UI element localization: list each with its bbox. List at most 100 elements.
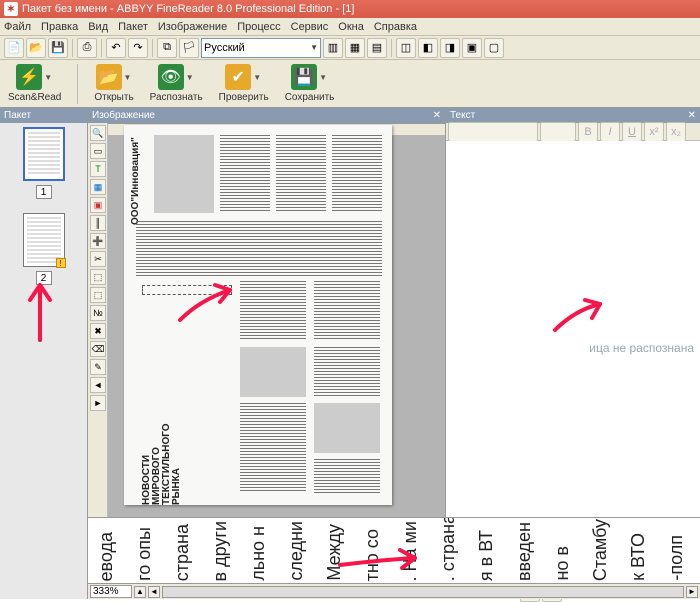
tbtn-copy[interactable]: ⧉ xyxy=(157,38,177,58)
language-select[interactable]: Русский xyxy=(201,38,321,58)
strip-word: введен xyxy=(514,522,535,581)
close-icon[interactable]: ✕ xyxy=(688,110,696,121)
scroll-right-icon[interactable]: ► xyxy=(686,586,698,598)
tool-image[interactable]: ▣ xyxy=(90,197,106,213)
menu-packet[interactable]: Пакет xyxy=(118,21,148,33)
tbtn-open[interactable]: 📂 xyxy=(26,38,46,58)
separator xyxy=(152,39,153,57)
font-select[interactable] xyxy=(448,122,538,142)
tool-prev[interactable]: ◄ xyxy=(90,377,106,393)
menu-edit[interactable]: Правка xyxy=(41,21,78,33)
tbtn-view3[interactable]: ◨ xyxy=(440,38,460,58)
menu-view[interactable]: Вид xyxy=(88,21,108,33)
strip-word: но в xyxy=(552,546,573,581)
tool-text[interactable]: T xyxy=(90,161,106,177)
tool-row[interactable]: ⬚ xyxy=(90,269,106,285)
separator xyxy=(72,39,73,57)
italic-button[interactable]: I xyxy=(600,122,620,142)
tool-eraser[interactable]: ⌫ xyxy=(90,341,106,357)
btn-check[interactable]: ✔▼ Проверить xyxy=(219,64,269,103)
btn-open[interactable]: 📂▼ Открыть xyxy=(94,64,133,103)
zoom-strip-content[interactable]: еводаго опыстранав другильно нследниМежд… xyxy=(88,518,700,583)
dropdown-icon[interactable]: ▼ xyxy=(185,64,195,90)
menu-image[interactable]: Изображение xyxy=(158,21,227,33)
tool-col[interactable]: ⬚ xyxy=(90,287,106,303)
scan-icon: ⚡ xyxy=(16,64,42,90)
separator xyxy=(391,39,392,57)
menu-service[interactable]: Сервис xyxy=(291,21,329,33)
strip-word: евода xyxy=(96,532,117,582)
dropdown-icon[interactable]: ▼ xyxy=(318,64,328,90)
strip-word: Стамбу xyxy=(590,519,611,581)
thumbnail-1[interactable] xyxy=(23,127,65,181)
tool-next[interactable]: ► xyxy=(90,395,106,411)
check-icon: ✔ xyxy=(225,64,251,90)
language-value: Русский xyxy=(204,42,245,54)
tbtn-layout2[interactable]: ▦ xyxy=(345,38,365,58)
btn-open-label: Открыть xyxy=(94,92,133,103)
tbtn-new[interactable]: 📄 xyxy=(4,38,24,58)
sub-button[interactable]: x₂ xyxy=(666,122,686,142)
not-recognized-msg: ица не распознана xyxy=(589,341,694,355)
tbtn-redo[interactable]: ↷ xyxy=(128,38,148,58)
tbtn-print[interactable]: ⎙ xyxy=(77,38,97,58)
tool-add[interactable]: ➕ xyxy=(90,233,106,249)
menu-help[interactable]: Справка xyxy=(374,21,417,33)
tool-zoom[interactable]: 🔍 xyxy=(90,125,106,141)
size-select[interactable] xyxy=(540,122,576,142)
close-icon[interactable]: ✕ xyxy=(433,110,441,121)
tool-cut[interactable]: ✂ xyxy=(90,251,106,267)
image-toolbox: 🔍 ▭ T ▦ ▣ ║ ➕ ✂ ⬚ ⬚ № ✖ ⌫ ✎ ◄ ► xyxy=(88,123,108,583)
strip-word: следни xyxy=(286,521,307,581)
btn-save[interactable]: 💾▼ Сохранить xyxy=(285,64,335,103)
tbtn-lang[interactable]: 🏳 xyxy=(179,38,199,58)
save-icon: 💾 xyxy=(291,64,317,90)
tbtn-undo[interactable]: ↶ xyxy=(106,38,126,58)
strip-zoom[interactable]: 333% xyxy=(90,585,132,598)
scroll-left-icon[interactable]: ◄ xyxy=(148,586,160,598)
thumbnail-2[interactable]: ! xyxy=(23,213,65,267)
btn-scanread-label: Scan&Read xyxy=(8,92,61,103)
dropdown-icon[interactable]: ▼ xyxy=(123,64,133,90)
page-text-4 xyxy=(136,221,382,277)
tool-num[interactable]: № xyxy=(90,305,106,321)
tbtn-layout3[interactable]: ▤ xyxy=(367,38,387,58)
tool-del[interactable]: ✖ xyxy=(90,323,106,339)
tool-table[interactable]: ▦ xyxy=(90,179,106,195)
tbtn-view2[interactable]: ◧ xyxy=(418,38,438,58)
scrollbar-h[interactable] xyxy=(162,586,684,598)
underline-button[interactable]: U xyxy=(622,122,642,142)
thumbnail-2-num: 2 xyxy=(36,271,52,285)
menubar: Файл Правка Вид Пакет Изображение Процес… xyxy=(0,18,700,36)
window-title: Пакет без имени - ABBYY FineReader 8.0 P… xyxy=(22,3,354,15)
strip-word: го опы xyxy=(134,527,155,581)
page-text-5 xyxy=(240,281,306,341)
menu-file[interactable]: Файл xyxy=(4,21,31,33)
dropdown-icon[interactable]: ▼ xyxy=(43,64,53,90)
menu-windows[interactable]: Окна xyxy=(338,21,364,33)
tool-pencil[interactable]: ✎ xyxy=(90,359,106,375)
btn-recognize[interactable]: 👁▼ Распознать xyxy=(150,64,203,103)
strip-word: к ВТО xyxy=(628,533,649,581)
packet-title: Пакет xyxy=(4,110,31,121)
image-canvas[interactable]: ООО"Инновация" НОВОСТИМИРОВОГОТЕКСТИЛЬНО… xyxy=(108,123,445,583)
strip-word: . На ми xyxy=(400,521,421,581)
page-heading: НОВОСТИМИРОВОГОТЕКСТИЛЬНОГОРЫНКА xyxy=(142,415,182,505)
strip-word: льно н xyxy=(248,526,269,581)
tbtn-view5[interactable]: ▢ xyxy=(484,38,504,58)
bold-button[interactable]: B xyxy=(578,122,598,142)
tool-barcode[interactable]: ║ xyxy=(90,215,106,231)
tbtn-view1[interactable]: ◫ xyxy=(396,38,416,58)
tbtn-layout1[interactable]: ▥ xyxy=(323,38,343,58)
dropdown-icon[interactable]: ▼ xyxy=(252,64,262,90)
tbtn-view4[interactable]: ▣ xyxy=(462,38,482,58)
super-button[interactable]: x² xyxy=(644,122,664,142)
zoom-up-icon[interactable]: ▲ xyxy=(134,586,146,598)
strip-word: тно со xyxy=(362,529,383,581)
tool-select[interactable]: ▭ xyxy=(90,143,106,159)
menu-process[interactable]: Процесс xyxy=(237,21,280,33)
btn-scanread[interactable]: ⚡▼ Scan&Read xyxy=(8,64,61,103)
tbtn-save[interactable]: 💾 xyxy=(48,38,68,58)
toolbar-big: ⚡▼ Scan&Read 📂▼ Открыть 👁▼ Распознать ✔▼… xyxy=(0,60,700,108)
text-header: Текст ✕ xyxy=(446,108,700,123)
